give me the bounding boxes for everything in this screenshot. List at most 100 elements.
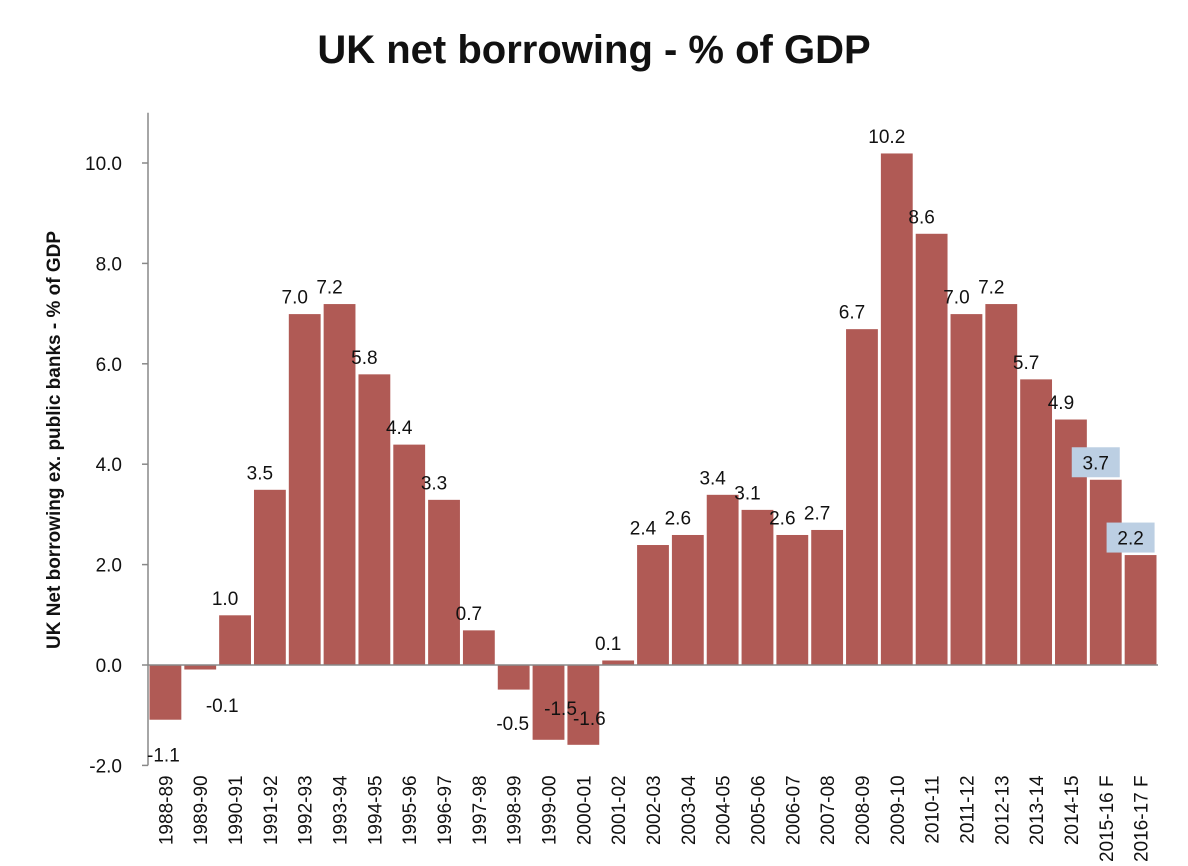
data-label: 0.7 [456,604,482,625]
data-label: -1.6 [573,709,606,730]
bar [252,488,287,666]
data-label: -1.1 [147,745,180,766]
x-tick-label: 2004-05 [714,775,735,845]
bar [775,533,810,666]
data-label: 7.0 [943,288,969,309]
y-tick-label: -2.0 [89,756,122,777]
data-labels: -1.1 -0.1 1.0 3.5 7.0 7.2 5.8 4.4 3.3 0.7 -0.5 -1.5… [147,127,1155,766]
bar [601,659,636,666]
bar [636,544,670,666]
bar [496,664,531,691]
bar [879,152,914,666]
x-tick-label: 2000-01 [574,775,595,845]
x-tick-label: 1997-98 [470,775,491,845]
x-tick-label: 1996-97 [435,775,456,845]
y-tick-label: 4.0 [96,455,122,476]
data-label: 7.0 [282,288,308,309]
bar [427,498,461,666]
data-label: -1.5 [544,699,577,720]
bar [670,533,705,666]
x-tick-label: 1991-92 [261,775,282,845]
data-label: 5.8 [351,348,377,369]
x-tick-label: 2002-03 [644,775,665,845]
bar [357,373,392,666]
x-tick-label: 1998-99 [505,775,526,845]
bar [531,664,566,741]
data-label: 2.6 [665,508,691,529]
x-tick-label: 1988-89 [156,775,177,845]
data-label: 3.7 [1083,453,1109,474]
data-label: 7.2 [978,278,1004,299]
data-label: 3.3 [421,473,447,494]
bar [461,629,496,666]
bar [392,443,427,666]
bar [148,664,183,721]
data-label: 10.2 [868,127,905,148]
bar [322,303,357,666]
x-ticks: 1988-89 1989-90 1990-91 1991-92 1992-93 1993-… [156,775,1152,862]
data-label: 0.1 [595,634,621,655]
bar [984,303,1019,666]
x-tick-label: 2008-09 [853,775,874,845]
x-tick-label: 1992-93 [296,775,317,845]
bar [1123,554,1158,666]
data-label: 4.4 [386,418,413,439]
data-label-highlight [1106,522,1155,553]
y-tick-label: 2.0 [96,556,122,577]
y-ticks: -2.0 0.0 2.0 4.0 6.0 8.0 10.0 [85,154,148,777]
data-label: 6.7 [839,303,865,324]
data-label: 5.7 [1013,353,1039,374]
data-label: -0.1 [206,696,239,717]
x-tick-label: 2015-16 F [1097,775,1118,862]
x-tick-label: 1995-96 [400,775,421,845]
x-tick-label: 2003-04 [679,775,700,845]
data-label: 2.6 [769,508,795,529]
bars-layer [148,152,1158,746]
x-tick-label: 1989-90 [191,775,212,845]
data-label: 8.6 [908,207,934,228]
x-tick-label: 2001-02 [609,775,630,845]
bar [1088,478,1123,666]
data-label: 3.4 [699,468,726,489]
data-label: 1.0 [212,589,238,610]
bar [810,528,845,666]
x-tick-label: 2005-06 [748,775,769,845]
x-tick-label: 1994-95 [365,775,386,845]
x-tick-label: 2006-07 [783,775,804,845]
data-label-highlight [1071,447,1120,478]
x-tick-label: 2014-15 [1062,775,1083,845]
y-tick-label: 8.0 [96,254,122,275]
chart-title: UK net borrowing - % of GDP [317,28,871,72]
x-tick-label: 1993-94 [331,775,352,845]
bar [949,313,984,666]
bar [287,313,322,666]
data-label: 3.1 [734,483,760,504]
data-label: 2.2 [1117,529,1143,550]
y-tick-label: 0.0 [96,656,122,677]
bar [1019,378,1054,666]
x-tick-label: 2010-11 [923,775,944,843]
bar [705,493,740,666]
data-label: 4.9 [1048,393,1074,414]
data-label: 2.4 [630,519,657,540]
bar [740,508,775,666]
bar [845,328,879,666]
bar [183,664,218,671]
data-label: 3.5 [247,463,273,484]
y-axis-label: UK Net borrowing ex. public banks - % of… [44,231,65,649]
data-label: -0.5 [496,714,529,735]
x-tick-label: 2012-13 [992,775,1013,845]
x-tick-label: 2013-14 [1027,775,1048,845]
y-tick-label: 10.0 [85,154,122,175]
data-label: 7.2 [316,278,342,299]
x-tick-label: 1999-00 [540,775,561,845]
bar [566,664,601,746]
data-label: 2.7 [804,503,830,524]
x-tick-label: 1990-91 [226,775,247,845]
x-tick-label: 2007-08 [818,775,839,845]
x-tick-label: 2011-12 [957,775,978,843]
bar [218,614,252,666]
x-tick-label: 2016-17 F [1132,775,1153,862]
x-tick-label: 2009-10 [888,775,909,845]
